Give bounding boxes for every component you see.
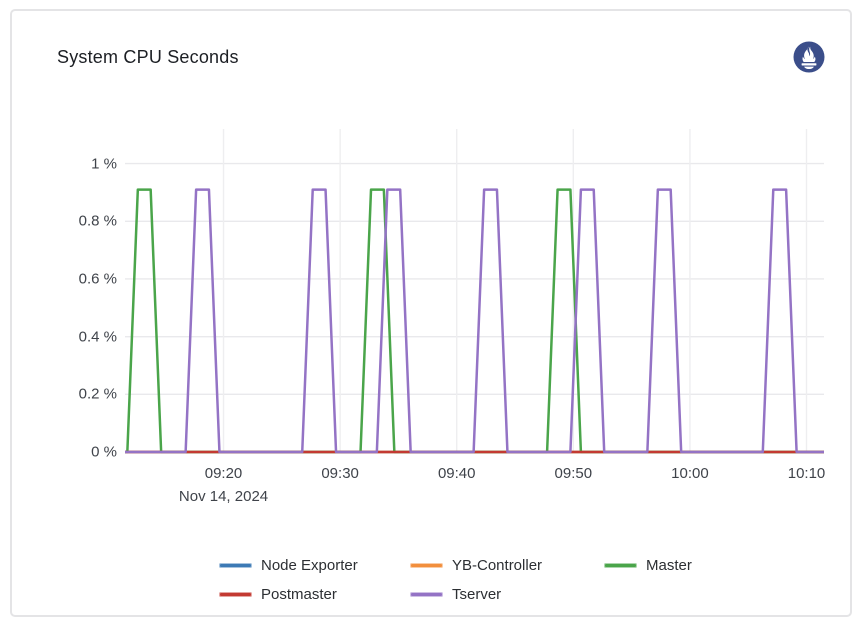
legend-swatch-icon [219,591,252,597]
legend-item-master[interactable]: Master [604,554,692,576]
legend-label: Tserver [452,585,502,603]
legend-swatch-icon [410,562,443,568]
legend-item-yb-controller[interactable]: YB-Controller [410,554,604,576]
legend-swatch-icon [410,591,443,597]
x-axis-tick: 09:20 [204,465,243,482]
chart-legend: Node Exporter YB-Controller Master Postmast… [219,554,692,605]
legend-item-postmaster[interactable]: Postmaster [219,583,410,605]
series-line-master [125,188,824,454]
x-axis-tick: 10:10 [787,465,826,482]
cpu-seconds-chart[interactable]: 0 % 0.2 % 0.4 % 0.6 % 0.8 % 1 % 09:20 09:30 09:4… [12,11,860,624]
y-axis-tick: 1 % [91,155,117,173]
legend-item-node-exporter[interactable]: Node Exporter [219,554,410,576]
plot-area[interactable] [12,11,860,624]
y-axis-tick: 0 % [91,443,117,461]
x-axis-tick: 09:50 [554,465,593,482]
y-axis-tick: 0.6 % [78,270,117,288]
chart-title: System CPU Seconds [57,47,239,67]
x-axis-tick: 09:40 [437,465,476,482]
series-line-tserver [125,188,824,454]
legend-item-tserver[interactable]: Tserver [410,583,604,605]
legend-swatch-icon [219,562,252,568]
x-axis-tick: 09:30 [321,465,359,482]
y-axis-tick: 0.2 % [78,385,117,403]
legend-label: Node Exporter [261,556,358,574]
legend-label: YB-Controller [452,556,543,574]
y-axis-tick: 0.8 % [78,212,117,230]
legend-swatch-icon [604,562,637,568]
x-axis-date-label: Nov 14, 2024 [178,488,269,505]
chart-card: System CPU Seconds 0 % 0.2 % 0.4 % 0.6 % 0.8… [10,9,852,617]
legend-label: Postmaster [261,585,337,603]
prometheus-icon [793,41,825,73]
y-axis-tick: 0.4 % [78,328,117,346]
x-axis-tick: 10:00 [671,465,709,482]
legend-label: Master [646,556,692,574]
